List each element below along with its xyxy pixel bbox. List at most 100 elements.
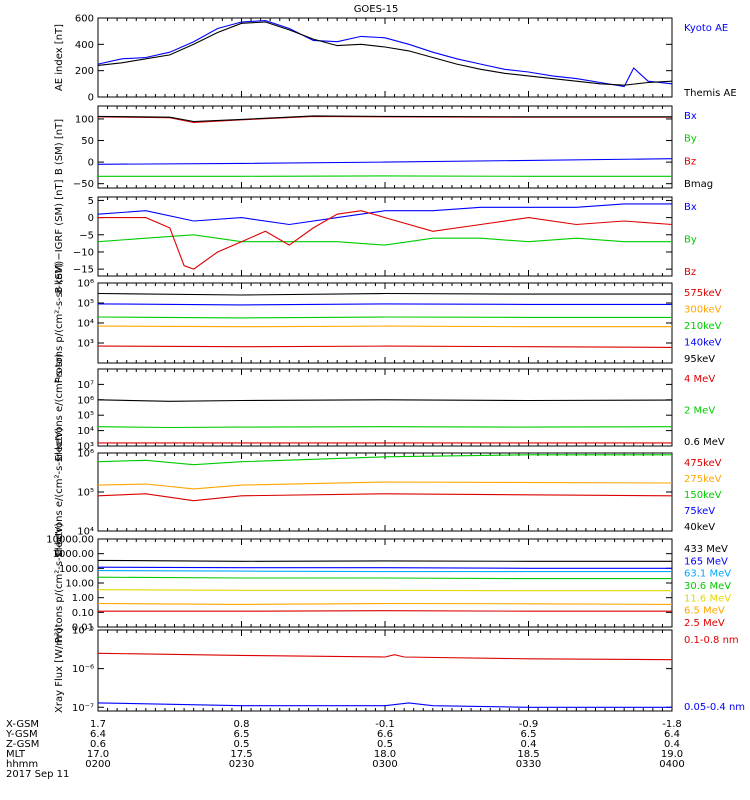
y-axis-label: B (SM)−IGRF (SM) [nT] [54, 179, 65, 293]
legend-4-mev: 4 MeV [684, 374, 715, 385]
footer-value: 0400 [659, 759, 684, 770]
footer-value: 6.4 [90, 729, 106, 740]
series-line-6-5-mev [97, 602, 673, 605]
series-line-210kev [97, 316, 672, 319]
series-line-0-1-0-8-nm [97, 652, 673, 661]
footer-value: 0.5 [377, 739, 393, 750]
footer-value: 0300 [372, 759, 397, 770]
legend-210kev: 210keV [684, 321, 722, 332]
footer-row-label: X-GSM [6, 719, 39, 730]
y-tick-label: 10⁵ [77, 299, 94, 310]
y-axis-label: Electrons e/(cm²-s-sr-keV) [54, 427, 65, 556]
legend-2-mev: 2 MeV [684, 406, 715, 417]
y-tick-label: 10⁻⁵ [72, 626, 94, 637]
y-tick-label: 10⁻⁶ [72, 664, 94, 675]
y-tick-label: 10⁴ [77, 319, 94, 330]
footer-value: 0.4 [521, 739, 537, 750]
panel-b_sm: −50 0 50 100 B (SM) [nT] Bx By Bz Bmag [54, 105, 713, 190]
y-axis-label: Xray Flux [W/m²] [54, 628, 65, 713]
panel-ae: 0 200 400 600 AE index [nT] Kyoto AE Themis AE [54, 14, 737, 104]
footer-row-label: Y-GSM [5, 729, 38, 740]
series-line-2-mev [97, 426, 673, 429]
footer-value: 0230 [229, 759, 254, 770]
y-tick-label: 10³ [77, 339, 94, 350]
y-tick-label: 600 [75, 14, 94, 25]
series-line-140kev [97, 303, 672, 306]
legend-0-05-0-4-nm: 0.05-0.4 nm [684, 702, 745, 713]
legend-140kev: 140keV [684, 338, 722, 349]
y-axis-label: AE index [nT] [54, 24, 65, 91]
y-tick-label: 1.00 [72, 593, 94, 604]
series-line-300kev [97, 325, 672, 328]
footer-date: 2017 Sep 11 [6, 769, 69, 780]
series-line-by [97, 234, 672, 246]
plot-title: GOES-15 [354, 4, 399, 15]
y-tick-label: 10⁵ [77, 411, 94, 422]
series-line-475kev [97, 493, 673, 502]
series-line-30-6-mev [97, 576, 672, 580]
footer-value: 6.6 [377, 729, 393, 740]
y-tick-label: −10 [73, 247, 94, 258]
series-line-63-1-mev [97, 570, 672, 573]
legend-kyoto-ae: Kyoto AE [684, 23, 728, 34]
series-line-bx [97, 203, 672, 226]
y-tick-label: 10³ [77, 442, 94, 453]
footer-value: 0.8 [234, 719, 250, 730]
legend-63-1-mev: 63.1 MeV [684, 569, 731, 580]
y-tick-label: 10000.00 [46, 535, 94, 546]
series-line-themis-ae [97, 21, 673, 86]
footer-row-label: hhmm [6, 759, 38, 770]
legend-by: By [684, 235, 697, 246]
panel-frame [97, 538, 673, 628]
y-axis-label: B (SM) [nT] [54, 119, 65, 175]
legend-75kev: 75keV [684, 506, 715, 517]
legend-by: By [684, 134, 697, 145]
series-line-165-mev [97, 566, 672, 569]
series-line-bz [98, 210, 673, 270]
footer-value: 1.7 [90, 719, 106, 730]
y-tick-label: 400 [75, 40, 94, 51]
y-tick-label: 0 [88, 158, 94, 169]
series-line-0-6-mev [97, 399, 673, 402]
panel-frame [97, 282, 673, 364]
legend-475kev: 475keV [684, 458, 722, 469]
y-tick-label: 10⁴ [77, 426, 94, 437]
series-line-bx [97, 158, 673, 165]
legend-95kev: 95keV [684, 354, 715, 365]
legend-0-1-0-8-nm: 0.1-0.8 nm [684, 635, 739, 646]
y-tick-label: 50 [81, 136, 94, 147]
y-tick-label: 0 [88, 93, 94, 104]
footer-value: 6.4 [664, 729, 680, 740]
y-tick-label: 10⁶ [77, 449, 94, 460]
series-line-kyoto-ae [97, 20, 673, 88]
y-tick-label: 10⁴ [77, 527, 94, 538]
panel-protons_hi: 0.01 0.10 1.00 10.00 100.00 1000.00 10000.00Pr… [46, 523, 731, 644]
series-line-150kev [97, 454, 672, 466]
y-tick-label: 10⁶ [77, 395, 94, 406]
legend-433-mev: 433 MeV [684, 544, 728, 555]
panel-protons: 10³ 10⁴ 10⁵ 10⁶ Protons p/(cm²-s-sr-keV) 575k… [54, 263, 722, 384]
panel-electrons_lo: 10⁴ 10⁵ 10⁶ Electrons e/(cm²-s-sr-keV) 475ke… [54, 427, 722, 556]
legend-bz: Bz [684, 156, 696, 167]
footer-value: 17.5 [230, 749, 252, 760]
panels: 0 200 400 600 AE index [nT] Kyoto AE Themis AE… [46, 14, 745, 714]
legend-themis-ae: Themis AE [683, 88, 737, 99]
footer-value: 18.5 [517, 749, 539, 760]
y-tick-label: 200 [75, 66, 94, 77]
y-tick-label: −5 [79, 230, 94, 241]
y-tick-label: 0.10 [72, 608, 94, 619]
legend-bmag: Bmag [684, 179, 713, 190]
panel-frame [97, 629, 673, 712]
series-line-575kev [97, 345, 673, 348]
y-tick-label: 5 [88, 196, 94, 207]
legend-40kev: 40keV [684, 522, 715, 533]
footer-value: -0.9 [519, 719, 539, 730]
series-line-11-6-mev [97, 589, 672, 592]
y-tick-label: 10⁶ [77, 279, 94, 290]
footer-value: 18.0 [374, 749, 396, 760]
y-tick-label: 100.00 [59, 564, 94, 575]
legend-575kev: 575keV [684, 288, 722, 299]
footer-value: 17.0 [87, 749, 109, 760]
